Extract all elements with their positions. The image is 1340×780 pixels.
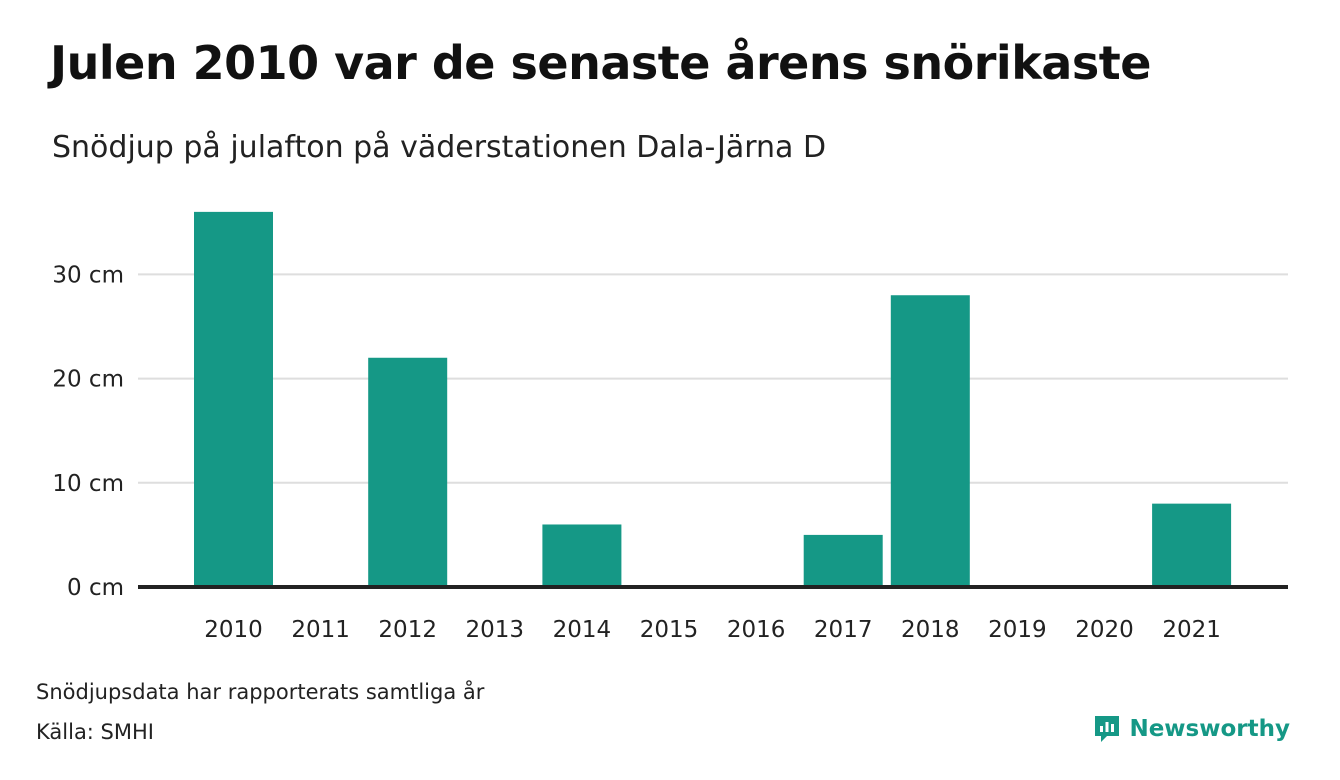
bar-2018	[890, 295, 970, 587]
footnote: Snödjupsdata har rapporterats samtliga å…	[36, 680, 485, 704]
x-tick-label: 2017	[814, 617, 873, 643]
x-tick-label: 2020	[1075, 617, 1134, 643]
brand-name: Newsworthy	[1129, 716, 1290, 742]
chart-subtitle: Snödjup på julafton på väderstationen Da…	[52, 130, 827, 165]
source-line: Källa: SMHI	[36, 720, 154, 744]
x-tick-label: 2013	[466, 617, 525, 643]
y-tick-label: 0 cm	[67, 575, 124, 601]
newsworthy-logo-icon	[1095, 716, 1120, 742]
x-tick-label: 2021	[1162, 617, 1221, 643]
bar-2021	[1152, 503, 1232, 587]
x-tick-label: 2019	[988, 617, 1047, 643]
chart-title: Julen 2010 var de senaste årens snörikas…	[50, 36, 1151, 90]
x-tick-label: 2018	[901, 617, 960, 643]
bar-chart: 0 cm 10 cm 20 cm 30 cm 2010 2011 2012 2013 2014 2…	[52, 211, 1288, 643]
bar-2012	[368, 357, 448, 587]
bar-2014	[542, 524, 622, 587]
x-tick-label: 2015	[640, 617, 699, 643]
x-tick-label: 2016	[727, 617, 786, 643]
y-tick-label: 10 cm	[52, 471, 124, 497]
bar-2010	[194, 211, 273, 587]
bar-2017	[803, 534, 883, 587]
y-tick-label: 20 cm	[52, 367, 124, 393]
x-tick-label: 2010	[204, 617, 263, 643]
x-tick-label: 2014	[553, 617, 612, 643]
x-tick-label: 2011	[291, 617, 350, 643]
y-tick-label: 30 cm	[52, 262, 124, 288]
x-tick-label: 2012	[378, 617, 437, 643]
brand-logo: Newsworthy	[1093, 714, 1290, 744]
